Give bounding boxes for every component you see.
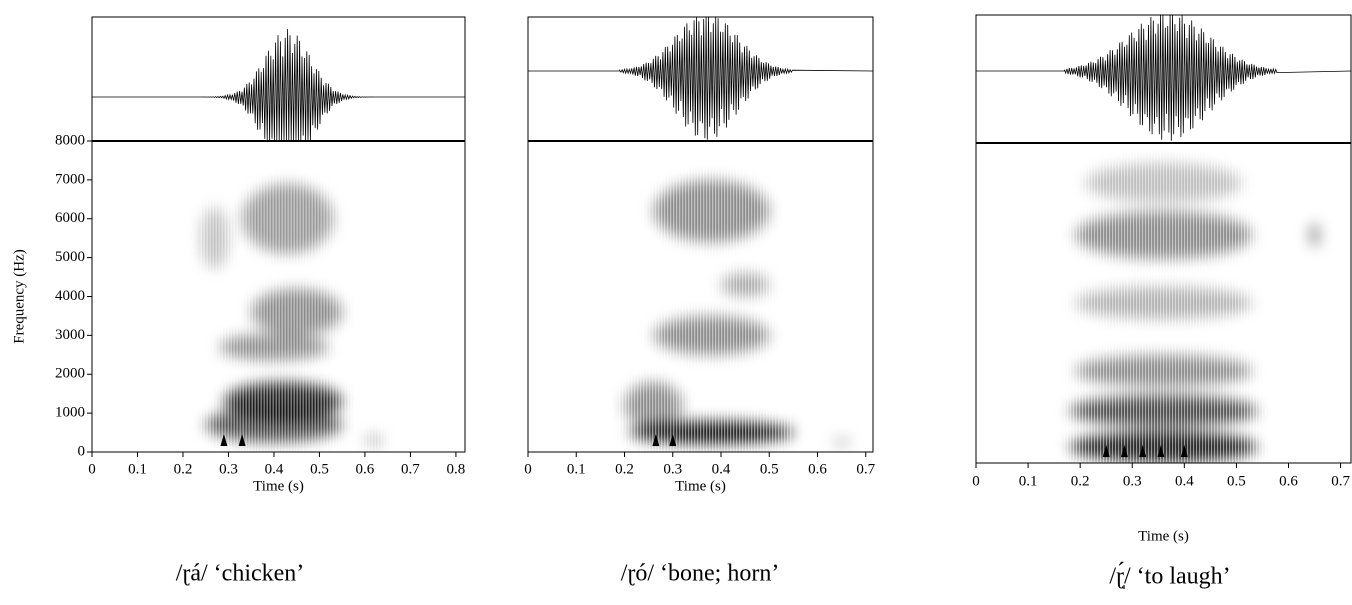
arrow — [1180, 445, 1188, 457]
x-tick-label: 0.5 — [1227, 473, 1246, 489]
formant — [364, 434, 384, 447]
x-tick-label: 0 — [524, 461, 532, 477]
y-tick-label: 8000 — [55, 132, 85, 148]
x-tick-label: 0.4 — [1175, 473, 1194, 489]
waveform — [976, 14, 1352, 141]
x-tick-label: 0.2 — [1071, 473, 1090, 489]
x-tick-label: 0 — [88, 461, 96, 477]
formant — [831, 438, 852, 447]
caption: /ɽó/ ‘bone; horn’ — [621, 561, 780, 587]
formant — [1309, 223, 1320, 247]
y-tick-label: 1000 — [55, 405, 85, 421]
x-axis-label: Time (s) — [1138, 528, 1189, 544]
x-tick-label: 0.2 — [615, 461, 634, 477]
arrow — [669, 434, 677, 446]
x-tick-label: 0.1 — [567, 461, 586, 477]
arrow — [238, 434, 246, 446]
y-tick-label: 6000 — [55, 210, 85, 226]
x-tick-label: 0.7 — [1331, 473, 1350, 489]
arrow — [1157, 445, 1165, 457]
x-tick-label: 0.3 — [1123, 473, 1142, 489]
arrow — [1139, 445, 1147, 457]
y-tick-label: 2000 — [55, 366, 85, 382]
y-tick-label: 0 — [78, 443, 86, 459]
x-tick-label: 0.4 — [265, 461, 284, 477]
y-tick-label: 4000 — [55, 288, 85, 304]
arrow — [1102, 445, 1110, 457]
waveform — [528, 16, 874, 140]
arrow — [1120, 445, 1128, 457]
caption: /ɽá/ ‘chicken’ — [176, 561, 305, 587]
x-tick-label: 0.5 — [760, 461, 779, 477]
caption: /ɽ̩́/ ‘to laugh’ — [1109, 563, 1230, 590]
x-tick-label: 0.6 — [356, 461, 375, 477]
y-tick-label: 5000 — [55, 249, 85, 265]
spectrogram-blobs — [1069, 163, 1320, 463]
x-tick-label: 0.5 — [310, 461, 329, 477]
x-tick-label: 0.1 — [128, 461, 147, 477]
x-tick-label: 0.6 — [808, 461, 827, 477]
panel: 0 0.1 0.2 0.3 0.4 0.5 0.6 0.7 Time (s) /ɽ̩́/ ‘to … — [972, 14, 1352, 590]
spectrogram — [619, 141, 852, 452]
panel: 0 0.1 0.2 0.3 0.4 0.5 0.6 0.7 Time (s) /ɽó/ ‘bone… — [524, 16, 876, 587]
panel: 0 0.1 0.2 0.3 0.4 0.5 0.6 0.7 0.8 Time (s) 0 1000 20… — [11, 16, 466, 587]
x-tick-label: 0.6 — [1279, 473, 1298, 489]
x-tick-label: 0.2 — [174, 461, 193, 477]
x-tick-label: 0 — [972, 473, 980, 489]
x-tick-label: 0.8 — [447, 461, 466, 477]
x-tick-label: 0.1 — [1019, 473, 1038, 489]
x-tick-label: 0.7 — [401, 461, 420, 477]
x-tick-label: 0.3 — [219, 461, 238, 477]
y-axis-label: Frequency (Hz) — [11, 249, 27, 344]
spectrogram — [1063, 143, 1320, 463]
y-tick-label: 3000 — [55, 327, 85, 343]
x-tick-label: 0.3 — [663, 461, 682, 477]
formant — [201, 207, 229, 270]
arrow — [220, 434, 228, 446]
x-tick-label: 0.4 — [712, 461, 731, 477]
x-axis-label: Time (s) — [253, 478, 304, 494]
x-axis-label: Time (s) — [675, 478, 726, 494]
x-tick-label: 0.7 — [856, 461, 875, 477]
y-tick-label: 7000 — [55, 171, 85, 187]
arrow — [652, 434, 660, 446]
spectrogram — [200, 141, 400, 452]
waveform — [92, 29, 465, 142]
